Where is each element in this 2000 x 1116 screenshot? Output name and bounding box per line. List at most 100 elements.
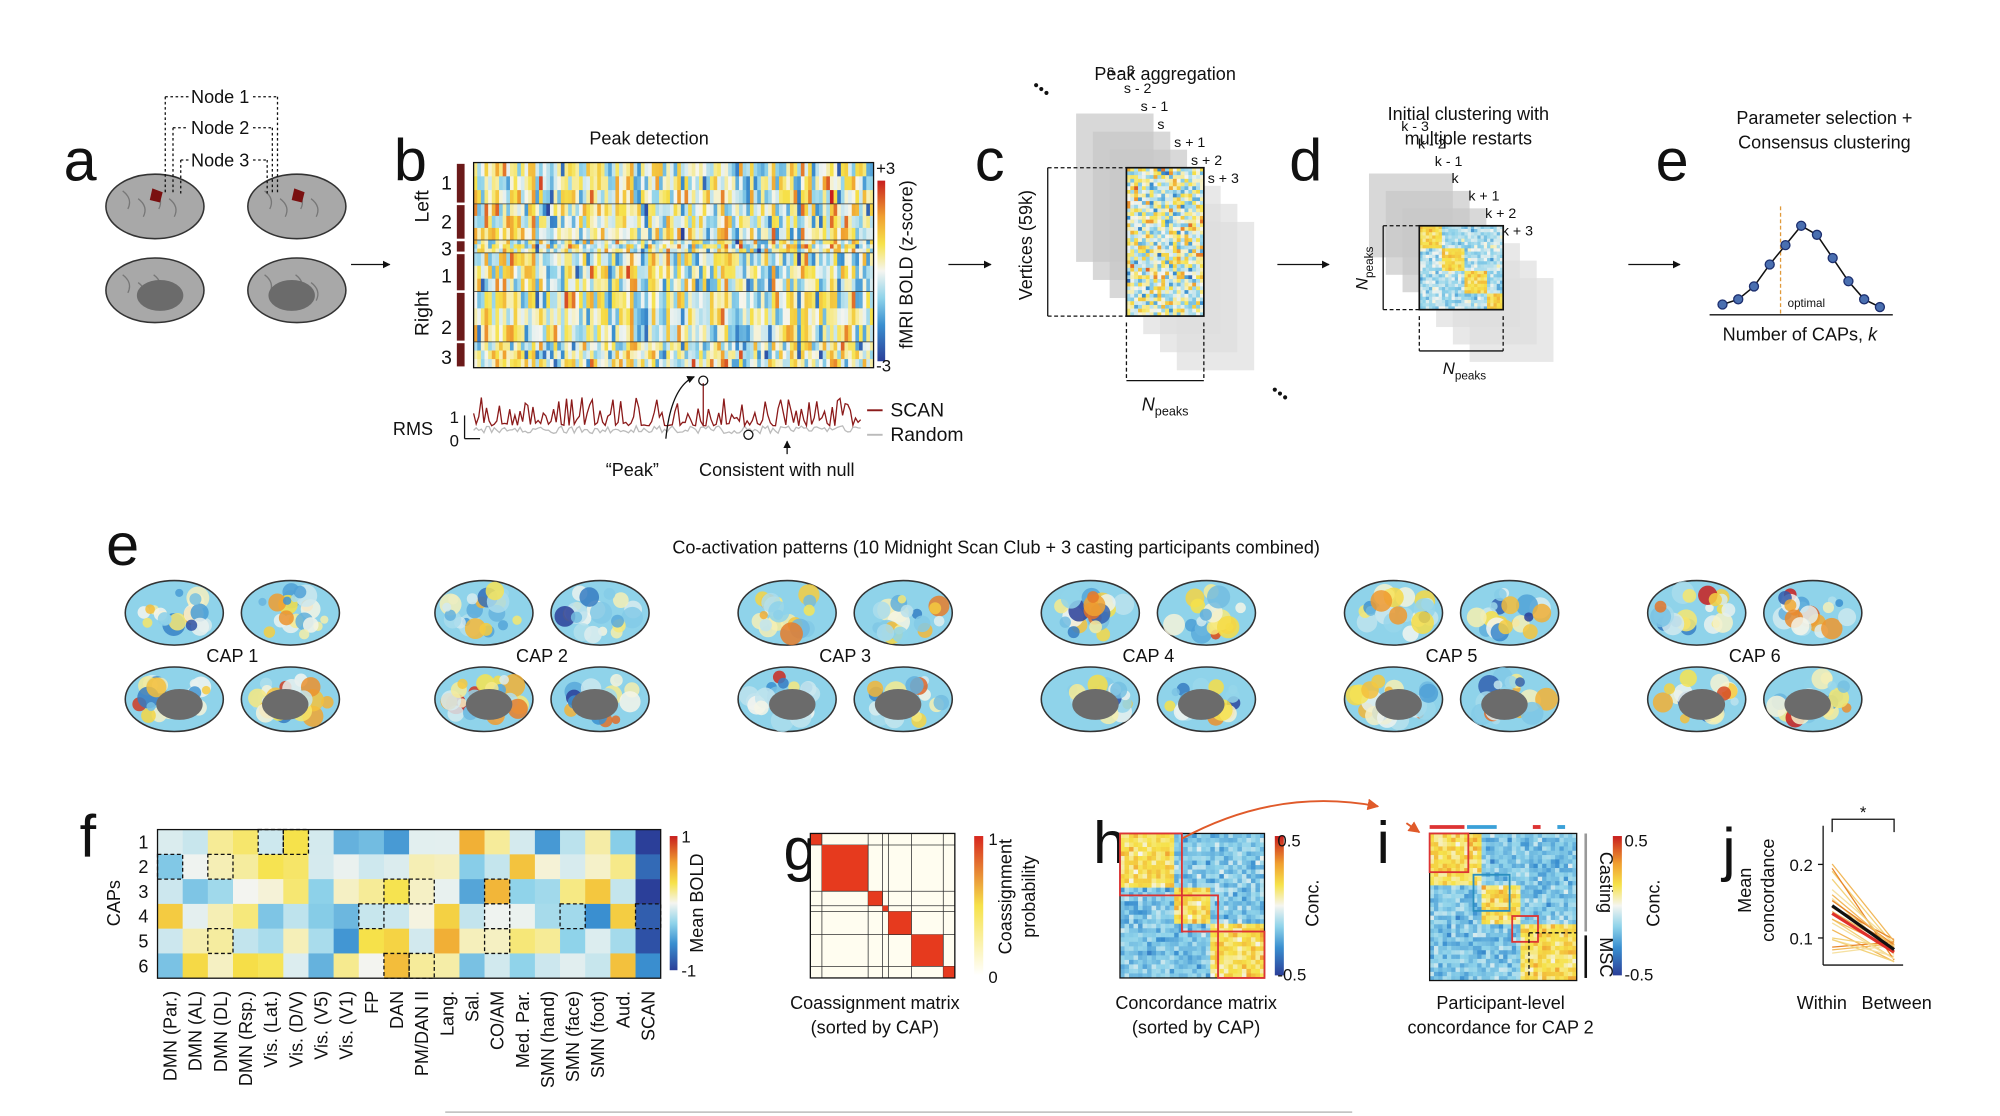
heatmap-cell: [837, 359, 842, 369]
heatmap-cell: [1119, 883, 1125, 888]
heatmap-cell: [619, 162, 624, 177]
node-roi: [291, 188, 305, 203]
heatmap-cell: [862, 162, 867, 177]
heatmap-cell: [1161, 208, 1166, 213]
heatmap-cell: [789, 278, 794, 292]
heatmap-cell: [1165, 264, 1170, 269]
heatmap-cell: [560, 350, 565, 360]
heatmap-cell: [1228, 901, 1234, 906]
heatmap-cell: [549, 341, 554, 351]
heatmap-cell: [739, 239, 744, 245]
heatmap-cell: [691, 359, 696, 369]
heatmap-cell: [1126, 201, 1131, 205]
heatmap-cell: [1196, 297, 1201, 302]
heatmap-cell: [1145, 290, 1150, 294]
heatmap-cell: [1192, 914, 1198, 920]
heatmap-cell: [1432, 254, 1436, 259]
heatmap-cell: [757, 162, 762, 177]
heatmap-cell: [1184, 238, 1189, 243]
heatmap-cell: [684, 162, 689, 177]
heatmap-cell: [659, 190, 664, 205]
heatmap-cell: [1183, 874, 1188, 879]
heatmap-cell: [1192, 223, 1197, 228]
heatmap-cell: [1250, 910, 1256, 915]
heatmap-cell: [1199, 238, 1204, 243]
heatmap-cell: [1138, 175, 1143, 180]
heatmap-cell: [808, 190, 813, 205]
heatmap-cell: [1458, 241, 1462, 246]
heatmap-cell: [539, 203, 544, 217]
heatmap-cell: [688, 265, 693, 280]
heatmap-cell: [1133, 874, 1139, 879]
heatmap-cell: [724, 278, 729, 292]
heatmap-cell: [728, 244, 733, 249]
heatmap-cell: [1490, 280, 1494, 285]
heatmap-cell: [1483, 296, 1488, 301]
heatmap-cell: [673, 162, 678, 177]
heatmap-cell: [760, 203, 765, 217]
heatmap-cell: [1126, 178, 1131, 183]
heatmap-cell: [1153, 234, 1158, 239]
heatmap-cell: [749, 291, 754, 309]
heatmap-cell: [509, 248, 514, 254]
activation-blob: [1838, 608, 1857, 627]
heatmap-cell: [1441, 277, 1446, 281]
activation-blob: [1419, 683, 1439, 703]
heatmap-cell: [848, 248, 853, 254]
heatmap-cell: [1223, 901, 1229, 906]
heatmap-cell: [1134, 304, 1139, 309]
heatmap-cell: [604, 265, 609, 280]
heatmap-cell: [1180, 215, 1185, 220]
heatmap-cell: [1126, 234, 1131, 239]
heatmap-cell: [1241, 892, 1247, 897]
heatmap-cell: [851, 248, 856, 254]
heatmap-cell: [1134, 215, 1139, 220]
heatmap-cell: [1487, 306, 1491, 310]
heatmap-cell: [666, 162, 671, 177]
heatmap-cell: [1438, 238, 1443, 243]
heatmap-cell: [520, 308, 525, 326]
heatmap-cell: [1188, 253, 1193, 257]
heatmap-cell: [1184, 197, 1189, 202]
heatmap-cell: [517, 252, 522, 267]
heatmap-cell: [695, 248, 700, 254]
heatmap-cell: [1142, 896, 1148, 902]
heatmap-cell: [1192, 860, 1198, 866]
heatmap-cell: [1145, 186, 1150, 191]
heatmap-cell: [1451, 287, 1456, 291]
heatmap-cell: [742, 308, 747, 326]
cap-label: CAP 6: [1729, 646, 1781, 666]
heatmap-cell: [1454, 248, 1459, 252]
heatmap-cell: [775, 176, 780, 191]
heatmap-cell: [499, 203, 504, 217]
activation-blob: [442, 602, 452, 612]
heatmap-cell: [560, 176, 565, 191]
heatmap-cell: [1138, 290, 1143, 294]
heatmap-cell: [1474, 299, 1478, 304]
heatmap-cell: [1205, 856, 1211, 861]
heatmap-cell: [495, 215, 500, 229]
heatmap-cell: [1445, 258, 1449, 262]
heatmap-cell: [513, 227, 518, 241]
heatmap-cell: [746, 341, 751, 351]
heatmap-cell: [742, 190, 747, 205]
heatmap-cell: [651, 252, 656, 267]
heatmap-cell: [1487, 245, 1491, 249]
heatmap-cell: [844, 162, 849, 177]
heatmap-cell: [811, 176, 816, 191]
heatmap-cell: [1130, 271, 1135, 276]
heatmap-cell: [1477, 229, 1481, 233]
heatmap-cell: [688, 176, 693, 191]
heatmap-cell: [1237, 910, 1243, 915]
heatmap-cell: [1487, 270, 1491, 275]
heatmap-cell: [1141, 223, 1146, 228]
heatmap-cell: [534, 879, 561, 905]
heatmap-cell: [1196, 304, 1201, 309]
row-label: 1: [441, 266, 452, 288]
heatmap-cell: [735, 176, 740, 191]
heatmap-cell: [764, 350, 769, 360]
heatmap-cell: [837, 350, 842, 360]
heatmap-cell: [782, 244, 787, 249]
heatmap-cell: [669, 341, 674, 351]
heatmap-cell: [1183, 856, 1188, 861]
